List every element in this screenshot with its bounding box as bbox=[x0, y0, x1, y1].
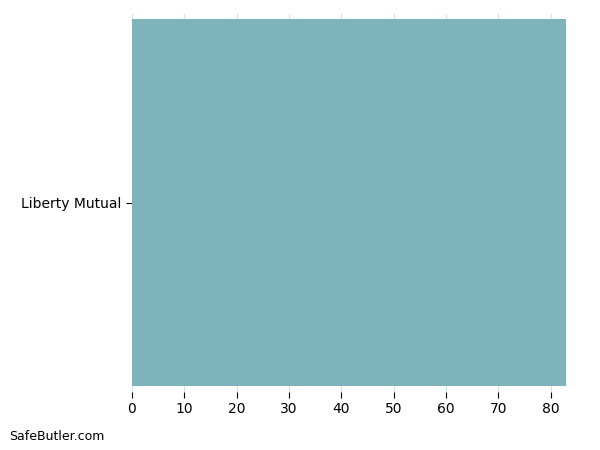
Text: SafeButler.com: SafeButler.com bbox=[9, 430, 104, 443]
